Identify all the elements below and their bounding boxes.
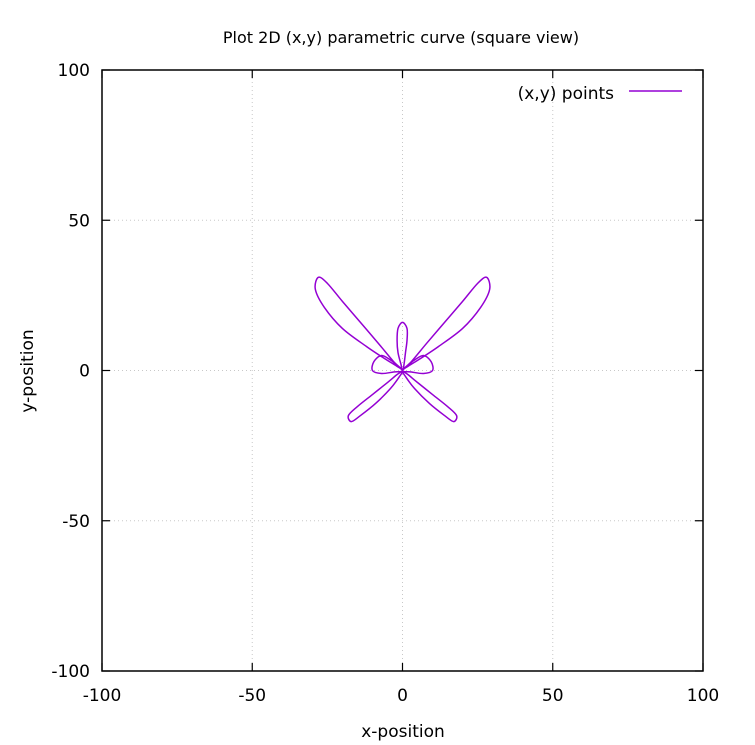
x-tick-label: -50: [238, 686, 266, 706]
x-tick-label: 50: [542, 686, 564, 706]
y-tick-label: -100: [51, 662, 90, 682]
curve-group: [314, 276, 491, 423]
y-tick-label: 50: [68, 211, 90, 231]
x-tick-label: 0: [397, 686, 408, 706]
legend-label: (x,y) points: [518, 84, 615, 104]
y-tick-label: -50: [62, 512, 90, 532]
y-tick-label: 100: [58, 61, 90, 81]
x-axis-label: x-position: [361, 722, 445, 742]
axis-ticks: [101, 69, 704, 672]
y-axis-label: y-position: [18, 329, 38, 412]
series-line-xy-points: [314, 276, 491, 423]
tick-labels: -100 -50 0 50 100 -100 -50 0 50 100: [51, 61, 719, 706]
x-tick-label: 100: [687, 686, 719, 706]
y-tick-label: 0: [79, 362, 90, 382]
chart-title: Plot 2D (x,y) parametric curve (square v…: [223, 28, 579, 47]
legend: (x,y) points: [518, 84, 682, 104]
x-tick-label: -100: [83, 686, 122, 706]
